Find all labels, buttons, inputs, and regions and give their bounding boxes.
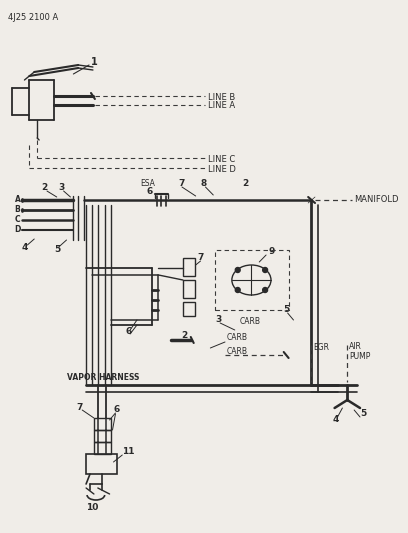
- Text: MANIFOLD: MANIFOLD: [354, 196, 399, 205]
- Text: 4: 4: [22, 244, 28, 253]
- Circle shape: [235, 287, 240, 293]
- Bar: [215, 250, 288, 310]
- Text: 5: 5: [284, 305, 290, 314]
- Text: 4: 4: [333, 416, 339, 424]
- Text: LINE C: LINE C: [208, 155, 236, 164]
- Circle shape: [263, 268, 268, 272]
- Text: B: B: [15, 206, 20, 214]
- Text: LINE A: LINE A: [208, 101, 235, 110]
- Text: ESA: ESA: [140, 180, 155, 189]
- Text: LINE D: LINE D: [208, 165, 236, 174]
- Text: 3: 3: [59, 183, 65, 192]
- Text: 6: 6: [113, 406, 120, 415]
- Text: A: A: [15, 196, 20, 205]
- Bar: [94, 430, 111, 442]
- Text: 5: 5: [360, 409, 366, 418]
- Bar: [94, 442, 111, 454]
- Text: 7: 7: [76, 402, 83, 411]
- Text: 6: 6: [147, 188, 153, 197]
- Bar: [183, 280, 195, 298]
- Text: 7: 7: [178, 180, 184, 189]
- Text: 7: 7: [197, 254, 204, 262]
- Text: 2: 2: [181, 330, 187, 340]
- Text: CARB: CARB: [227, 348, 248, 357]
- Text: 11: 11: [122, 448, 135, 456]
- Bar: [86, 454, 118, 474]
- Text: 2: 2: [41, 183, 47, 192]
- Text: 10: 10: [86, 504, 98, 513]
- Text: LINE B: LINE B: [208, 93, 236, 101]
- Bar: [183, 258, 195, 276]
- Text: AIR
PUMP: AIR PUMP: [349, 342, 370, 361]
- Text: VAPOR HARNESS: VAPOR HARNESS: [67, 374, 139, 383]
- Circle shape: [263, 287, 268, 293]
- Text: 5: 5: [54, 246, 60, 254]
- Bar: [183, 302, 195, 316]
- Text: 1: 1: [91, 57, 98, 67]
- Text: CARB: CARB: [239, 318, 261, 327]
- Bar: [94, 418, 111, 430]
- Text: 2: 2: [243, 180, 249, 189]
- Text: 6: 6: [125, 327, 131, 336]
- Text: 4J25 2100 A: 4J25 2100 A: [8, 13, 58, 22]
- Text: D: D: [15, 225, 21, 235]
- Text: CARB: CARB: [227, 334, 248, 343]
- Text: C: C: [15, 215, 20, 224]
- Circle shape: [235, 268, 240, 272]
- Text: 8: 8: [201, 180, 207, 189]
- Text: 3: 3: [215, 316, 222, 325]
- Text: EGR: EGR: [313, 343, 329, 352]
- Text: 9: 9: [268, 247, 275, 256]
